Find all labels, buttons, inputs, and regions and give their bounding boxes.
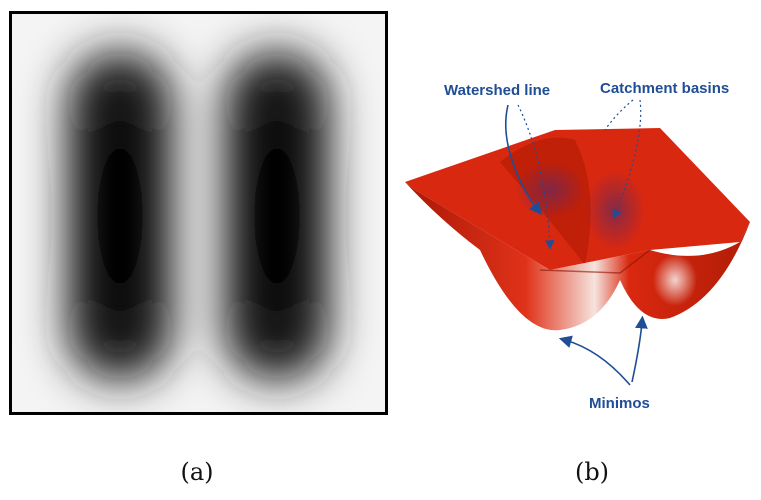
grayscale-image-panel	[9, 11, 388, 415]
minimos-arrow-right	[631, 315, 648, 383]
surface-edge	[539, 249, 651, 274]
image-frame	[9, 11, 388, 415]
catchment-basins-label: Catchment basins	[600, 80, 729, 97]
caption-b: (b)	[574, 458, 610, 486]
basin-highlight	[653, 254, 697, 306]
watershed-surface-panel: Watershed line Catchment basins Minimos	[400, 60, 761, 425]
minimos-arrow-left	[558, 335, 631, 386]
grayscale-image	[9, 11, 388, 415]
basin-shadow-right	[585, 170, 645, 250]
watershed-arrow-2	[517, 104, 555, 250]
watershed-surface-diagram: Watershed line Catchment basins Minimos	[405, 80, 750, 412]
watershed-arrow-1	[504, 104, 542, 215]
caption-a: (a)	[180, 458, 214, 486]
minimos-label: Minimos	[589, 395, 650, 412]
catchment-arrow-1	[604, 99, 634, 131]
watershed-line-label: Watershed line	[444, 82, 550, 99]
